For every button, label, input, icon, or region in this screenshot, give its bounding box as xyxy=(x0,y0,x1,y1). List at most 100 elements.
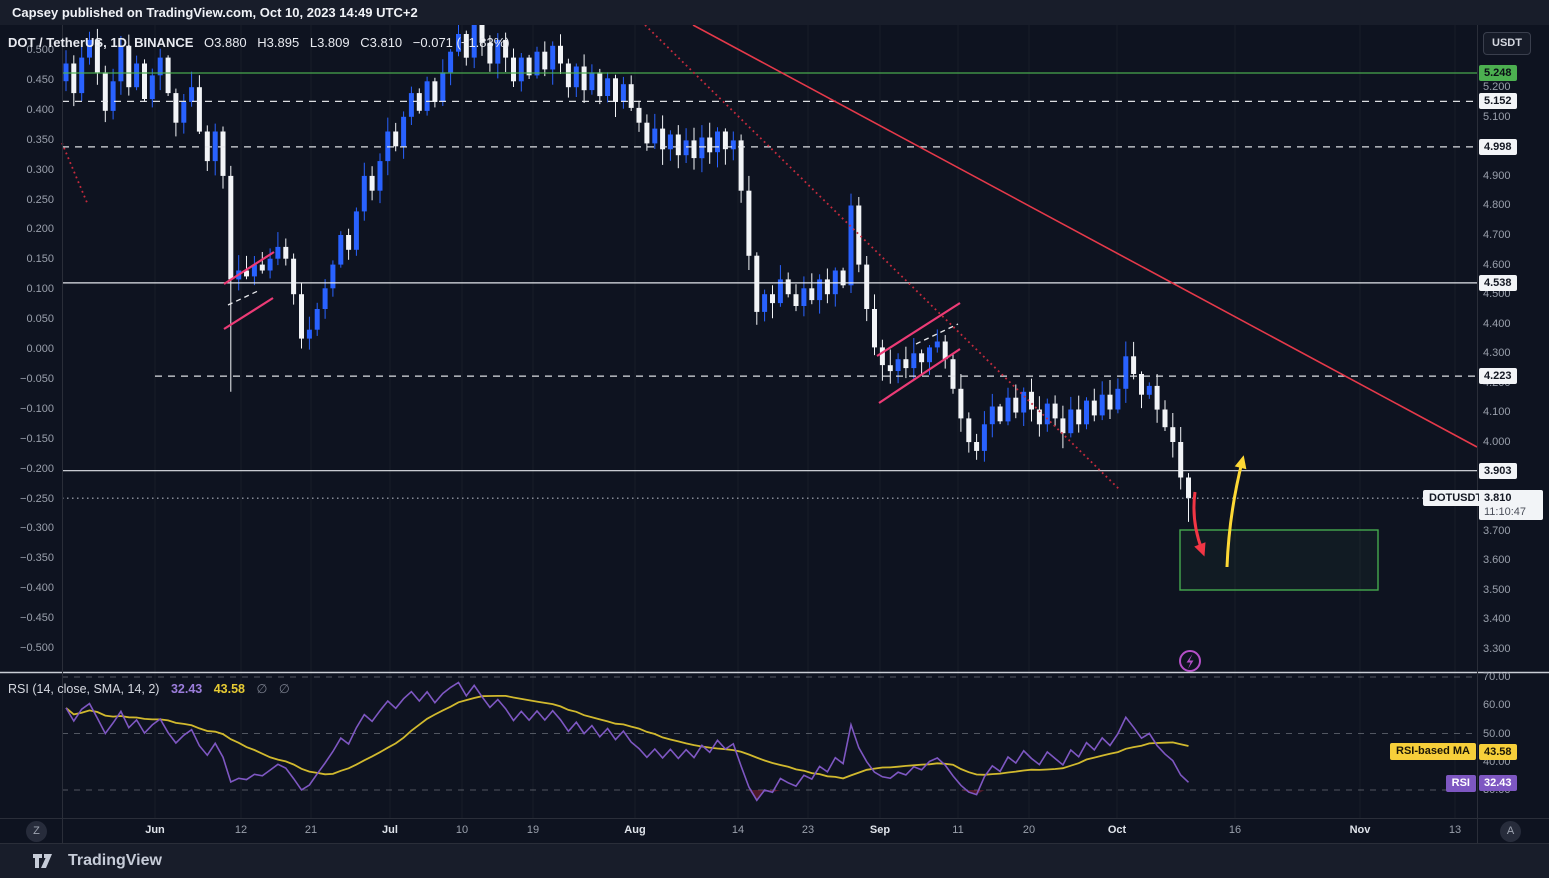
rsi-layer xyxy=(65,681,1190,802)
price-label: 4.100 xyxy=(1483,406,1511,418)
time-axis-label: Nov xyxy=(1349,824,1371,836)
left-axis-label: −0.050 xyxy=(20,373,54,385)
left-axis-label: −0.450 xyxy=(20,612,54,624)
candles-layer xyxy=(63,25,1191,522)
ohlc-change: −0.071 (−1.83%) xyxy=(412,35,510,50)
price-label: 5.200 xyxy=(1483,81,1511,93)
left-axis-label: 0.250 xyxy=(26,194,54,206)
footer-bar: TradingView xyxy=(0,843,1549,878)
left-axis-label: 0.500 xyxy=(26,44,54,56)
left-axis-label: −0.100 xyxy=(20,403,54,415)
currency-toggle-button[interactable]: USDT xyxy=(1483,32,1531,55)
price-level-badge: 5.152 xyxy=(1479,93,1517,109)
price-level-badge: 4.538 xyxy=(1479,275,1517,291)
left-axis-label: −0.400 xyxy=(20,582,54,594)
left-axis-label: −0.300 xyxy=(20,522,54,534)
last-price-value: 3.810 xyxy=(1484,492,1512,504)
left-axis-label: 0.350 xyxy=(26,134,54,146)
time-axis-label: 10 xyxy=(455,824,469,836)
red-down-arrow xyxy=(1192,491,1206,557)
left-axis-label: −0.150 xyxy=(20,433,54,445)
price-label: 3.300 xyxy=(1483,643,1511,655)
price-label: 4.900 xyxy=(1483,170,1511,182)
rsi-legend: RSI (14, close, SMA, 14, 2) 32.43 43.58 … xyxy=(8,681,290,696)
rsi-ma-current-value: 43.58 xyxy=(213,682,245,696)
time-axis-label: 13 xyxy=(1448,824,1462,836)
price-label: 3.500 xyxy=(1483,584,1511,596)
rsi-value-badge: 32.43 xyxy=(1479,775,1517,791)
price-level-badge: 4.223 xyxy=(1479,368,1517,384)
time-axis-label: 11 xyxy=(952,824,964,836)
time-axis-label: 20 xyxy=(1022,824,1036,836)
rsi-current-value: 32.43 xyxy=(170,682,203,696)
right-axis-border xyxy=(1477,25,1478,818)
time-axis-label: 12 xyxy=(234,824,248,836)
publish-header: Capsey published on TradingView.com, Oct… xyxy=(0,0,1549,25)
price-label: 3.400 xyxy=(1483,613,1511,625)
price-label: 4.700 xyxy=(1483,229,1511,241)
left-axis-label: 0.050 xyxy=(26,313,54,325)
time-axis-label: Oct xyxy=(1107,824,1127,836)
demand-zone-box xyxy=(1179,529,1379,591)
bar-countdown: 11:10:47 xyxy=(1484,506,1527,518)
time-axis-label: 21 xyxy=(304,824,318,836)
price-level-badge: 4.998 xyxy=(1479,139,1517,155)
left-axis-label: −0.350 xyxy=(20,552,54,564)
lightning-icon xyxy=(1179,650,1201,672)
left-axis-label: 0.300 xyxy=(26,164,54,176)
left-axis-label: 0.100 xyxy=(26,283,54,295)
left-axis-label: 0.000 xyxy=(26,343,54,355)
time-axis-label: 23 xyxy=(801,824,815,836)
price-chart-svg xyxy=(0,25,1549,818)
time-axis-label: 16 xyxy=(1228,824,1242,836)
yellow-up-arrow xyxy=(1225,455,1247,568)
ohlc-open: O3.880 xyxy=(204,35,247,50)
tradingview-logo-icon[interactable] xyxy=(32,852,58,870)
price-label: 4.800 xyxy=(1483,199,1511,211)
tradingview-brand[interactable]: TradingView xyxy=(68,852,162,869)
time-axis-left-border xyxy=(62,819,63,843)
left-axis-label: −0.250 xyxy=(20,493,54,505)
rsi-label-badge: RSI xyxy=(1445,775,1476,792)
left-axis-label: 0.200 xyxy=(26,223,54,235)
price-label: 4.000 xyxy=(1483,436,1511,448)
time-axis-label: Aug xyxy=(624,824,646,836)
price-label: 4.300 xyxy=(1483,347,1511,359)
rsi-ma-label-badge: RSI-based MA xyxy=(1390,743,1476,760)
time-axis-label: Sep xyxy=(869,824,891,836)
price-label: 4.600 xyxy=(1483,259,1511,271)
time-axis-right-border xyxy=(1477,819,1478,843)
ohlc-high: H3.895 xyxy=(257,35,300,50)
symbol-title[interactable]: DOT / TetherUS, 1D, BINANCE xyxy=(8,35,194,50)
auto-scale-button[interactable]: A xyxy=(1500,821,1521,842)
left-axis-label: −0.200 xyxy=(20,463,54,475)
left-axis-label: 0.150 xyxy=(26,253,54,265)
ohlc-close: C3.810 xyxy=(360,35,403,50)
time-axis-label: Jul xyxy=(382,824,398,836)
rsi-title[interactable]: RSI xyxy=(8,682,29,696)
price-level-badge: 5.248 xyxy=(1479,65,1517,81)
eye-icon[interactable]: ∅ xyxy=(256,682,268,696)
rsi-axis-label: 50.00 xyxy=(1483,728,1511,740)
price-label: 5.100 xyxy=(1483,111,1511,123)
publish-header-text: Capsey published on TradingView.com, Oct… xyxy=(12,5,418,20)
price-label: 4.500 xyxy=(1483,288,1511,300)
price-label: 3.700 xyxy=(1483,525,1511,537)
symbol-legend: DOT / TetherUS, 1D, BINANCE O3.880 H3.89… xyxy=(8,35,510,50)
more-icon[interactable]: ∅ xyxy=(278,682,290,696)
time-axis[interactable]: Jun 12 21 Jul 10 19 Aug 14 23 Sep 11 20 Oct 16 Nov 13 Z… xyxy=(0,818,1549,843)
rsi-ma-value-badge: 43.58 xyxy=(1479,744,1517,760)
rsi-axis-label: 60.00 xyxy=(1483,699,1511,711)
left-axis-label: 0.450 xyxy=(26,74,54,86)
last-price-badge: 3.810 11:10:47 xyxy=(1479,490,1543,520)
left-axis-border xyxy=(62,25,63,818)
left-axis-label: 0.400 xyxy=(26,104,54,116)
rsi-params: (14, close, SMA, 14, 2) xyxy=(32,682,160,696)
left-price-scale[interactable]: 0.500 0.450 0.400 0.350 0.300 0.250 0.200 0.150… xyxy=(0,25,62,818)
timezone-button[interactable]: Z xyxy=(26,821,47,842)
rsi-axis-label: 70.00 xyxy=(1483,671,1511,683)
left-axis-label: −0.500 xyxy=(20,642,54,654)
right-price-scale[interactable]: 5.200 5.100 4.900 4.800 4.700 4.600 4.500 4.400… xyxy=(1477,25,1549,818)
chart-area[interactable]: 0.500 0.450 0.400 0.350 0.300 0.250 0.200 0.150… xyxy=(0,25,1549,818)
ohlc-low: L3.809 xyxy=(309,35,350,50)
